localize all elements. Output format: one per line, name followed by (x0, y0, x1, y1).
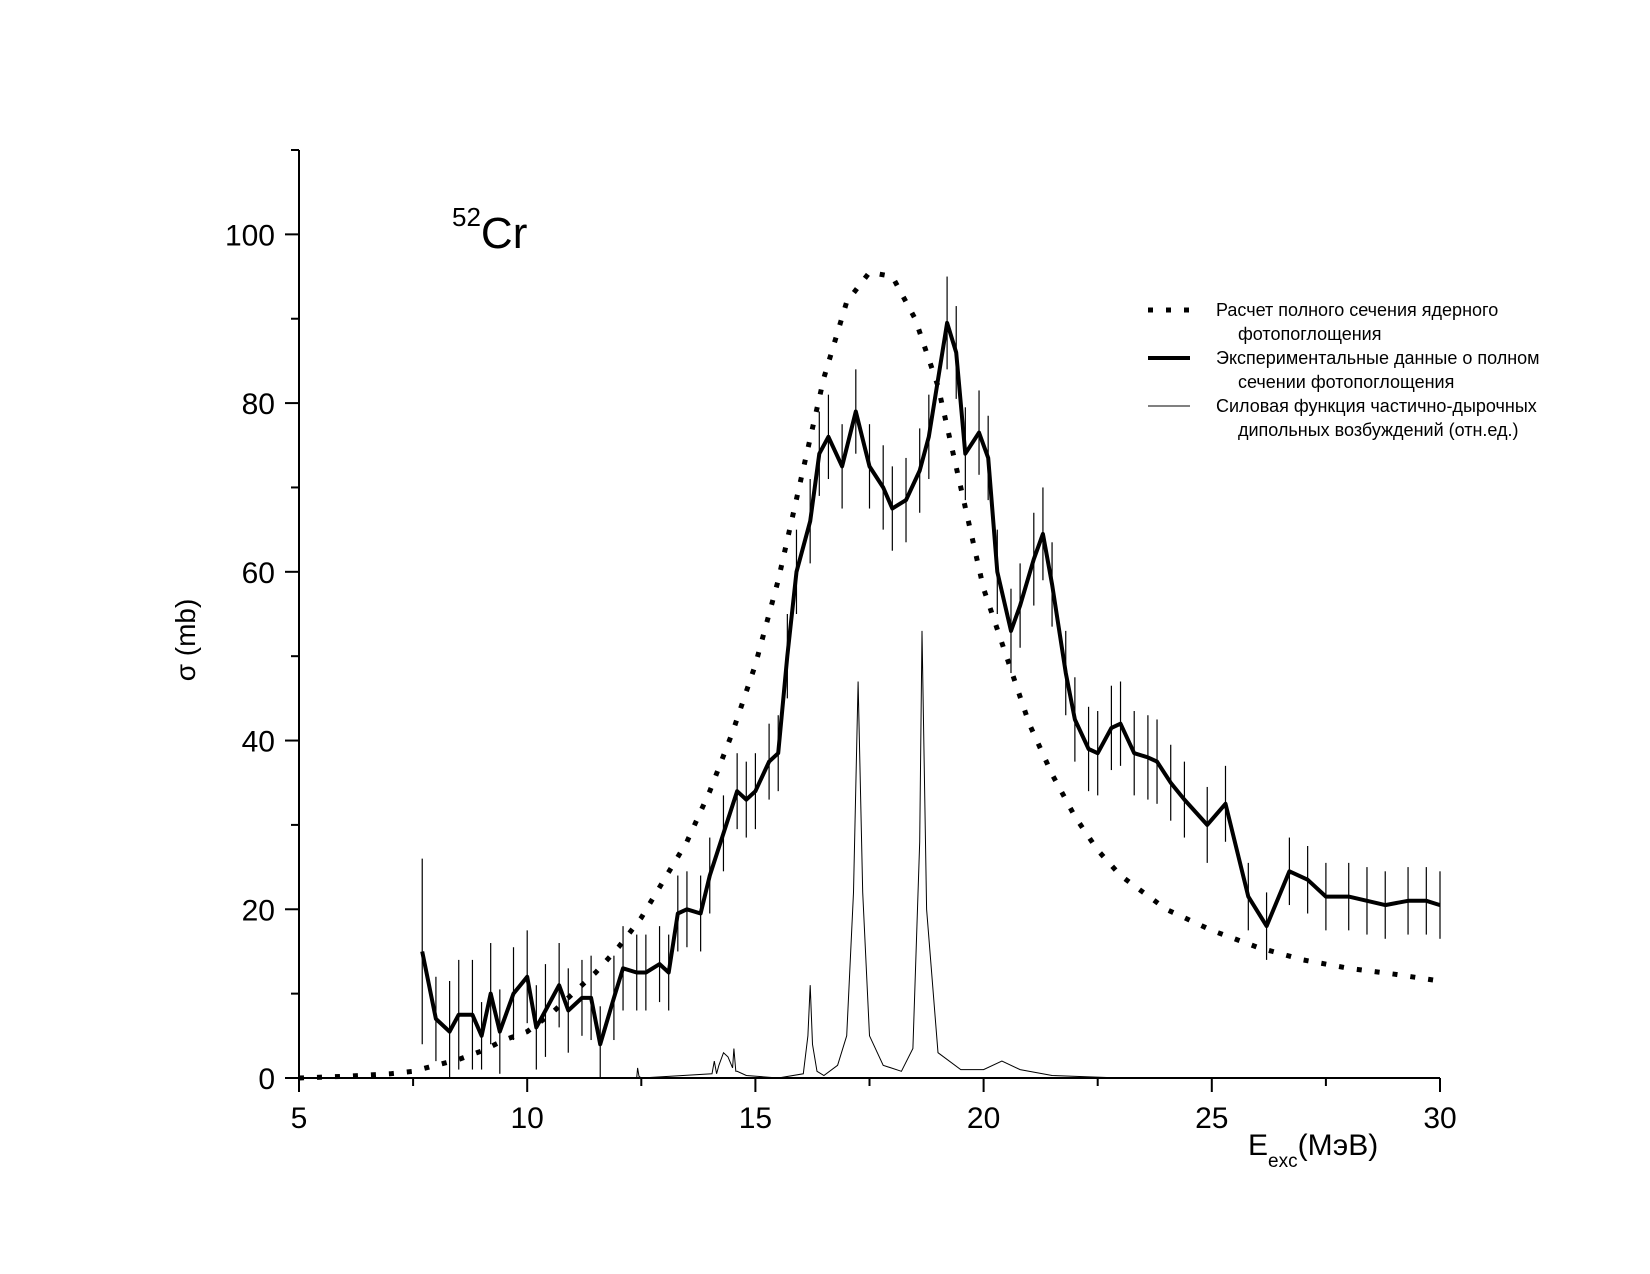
y-tick-label: 100 (225, 219, 275, 252)
x-axis-label-main: E (1248, 1129, 1268, 1162)
x-tick-label: 20 (967, 1102, 1000, 1135)
x-tick-label: 15 (739, 1102, 772, 1135)
legend-label: сечении фотопоглощения (1238, 372, 1454, 392)
nucleus-label: 52Cr (452, 202, 527, 258)
x-axis-label-sub: exc (1268, 1151, 1298, 1172)
x-tick-label: 30 (1423, 1102, 1456, 1135)
series-exp (420, 276, 1441, 1078)
y-tick-label: 20 (242, 894, 275, 927)
nucleus-symbol: Cr (481, 209, 527, 258)
legend-entry: Расчет полного сечения ядерного фотопогло… (1148, 300, 1498, 344)
series-layer (298, 269, 1441, 1081)
legend-label: Расчет полного сечения ядерного (1216, 300, 1498, 320)
axes: 5 10 15 20 25 30 0 20 40 60 80 100 (225, 149, 1457, 1135)
series-strength (299, 630, 1440, 1079)
y-tick-label: 0 (258, 1063, 275, 1096)
legend-label: Силовая функция частично-дырочных (1216, 396, 1537, 416)
legend-label: фотопоглощения (1238, 324, 1381, 344)
series-line-calc (298, 269, 1441, 1081)
y-tick-label: 40 (242, 726, 275, 759)
legend-entry: Силовая функция частично-дырочных дипольн… (1148, 396, 1537, 440)
x-axis-label-unit: (МэВ) (1298, 1129, 1379, 1162)
series-calc (298, 269, 1441, 1081)
y-tick-label: 80 (242, 388, 275, 421)
x-tick-label: 25 (1195, 1102, 1228, 1135)
label-layer: 52Cr σ (mb) Eexc(МэВ) (170, 202, 1378, 1172)
y-tick-label: 60 (242, 557, 275, 590)
x-axis-label: Eexc(МэВ) (1248, 1129, 1378, 1172)
x-tick-label: 5 (291, 1102, 308, 1135)
y-axis-label: σ (mb) (170, 599, 201, 682)
x-tick-label: 10 (511, 1102, 544, 1135)
nucleus-mass: 52 (452, 202, 481, 232)
legend-label: Экспериментальные данные о полном (1216, 348, 1540, 368)
legend-entry: Экспериментальные данные о полном сечении… (1148, 348, 1540, 392)
legend-label: дипольных возбуждений (отн.ед.) (1238, 420, 1519, 440)
series-line-strength (299, 630, 1440, 1079)
series-line-exp (420, 320, 1441, 1047)
legend: Расчет полного сечения ядерного фотопогло… (1148, 300, 1540, 440)
